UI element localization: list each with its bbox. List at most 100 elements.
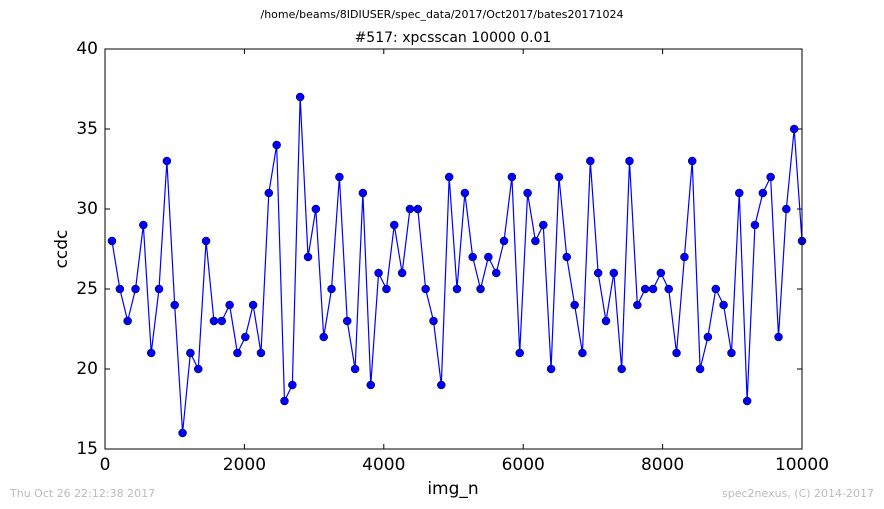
point xyxy=(366,380,376,390)
point xyxy=(695,364,705,374)
point xyxy=(727,348,736,358)
point xyxy=(107,236,117,246)
y-tick-label: 25 xyxy=(76,279,98,299)
point xyxy=(264,188,274,198)
point xyxy=(499,236,509,246)
point xyxy=(154,284,164,294)
point xyxy=(421,284,430,294)
x-tick-label: 0 xyxy=(100,455,111,475)
point xyxy=(397,268,407,278)
point xyxy=(523,188,532,198)
point xyxy=(460,188,470,198)
point xyxy=(570,300,579,310)
point xyxy=(390,220,399,230)
point xyxy=(295,92,305,102)
point xyxy=(617,364,626,374)
point xyxy=(774,332,783,342)
point xyxy=(586,156,595,166)
point xyxy=(687,156,697,166)
x-tick-label: 4000 xyxy=(362,455,405,475)
point xyxy=(225,300,234,310)
point xyxy=(444,172,454,182)
point xyxy=(648,284,658,294)
point xyxy=(342,316,352,326)
point xyxy=(491,268,501,278)
point xyxy=(335,172,344,182)
point xyxy=(429,316,438,326)
point xyxy=(515,348,524,358)
point xyxy=(766,172,775,182)
y-tick-label: 15 xyxy=(76,439,98,459)
point xyxy=(241,332,250,342)
point xyxy=(758,188,768,198)
point xyxy=(288,380,297,390)
point xyxy=(609,268,619,278)
point xyxy=(201,236,211,246)
point xyxy=(531,236,540,246)
point xyxy=(656,268,666,278)
point xyxy=(123,316,132,326)
point xyxy=(484,252,493,262)
point xyxy=(672,348,681,358)
y-tick-label: 20 xyxy=(76,359,98,379)
point xyxy=(146,348,156,358)
point xyxy=(178,428,187,438)
point xyxy=(782,204,791,214)
point xyxy=(209,316,219,326)
point xyxy=(131,284,140,294)
x-axis-label: img_n xyxy=(427,479,478,499)
point xyxy=(186,348,195,358)
point xyxy=(358,188,368,198)
point xyxy=(233,348,242,358)
point xyxy=(272,140,281,150)
x-tick-label: 8000 xyxy=(641,455,684,475)
point xyxy=(664,284,673,294)
point xyxy=(350,364,360,374)
point xyxy=(601,316,611,326)
point xyxy=(319,332,328,342)
x-tick-label: 6000 xyxy=(502,455,545,475)
point xyxy=(405,204,415,214)
y-tick-label: 30 xyxy=(76,199,98,219)
point xyxy=(719,300,728,310)
y-tick-label: 35 xyxy=(76,119,98,139)
point xyxy=(625,156,634,166)
point xyxy=(742,396,752,406)
point xyxy=(280,396,289,406)
point xyxy=(476,284,485,294)
point xyxy=(711,284,721,294)
point xyxy=(546,364,556,374)
point xyxy=(374,268,383,278)
chart-title: #517: xpcsscan 10000 0.01 xyxy=(355,30,552,46)
x-tick-label: 10000 xyxy=(775,455,829,475)
point xyxy=(468,252,477,262)
point xyxy=(507,172,517,182)
point xyxy=(382,284,391,294)
point xyxy=(303,252,313,262)
y-tick-label: 40 xyxy=(76,39,98,59)
point xyxy=(170,300,179,310)
point xyxy=(162,156,172,166)
point xyxy=(539,220,548,230)
point xyxy=(327,284,336,294)
y-axis-label: ccdc xyxy=(52,230,72,269)
plot-frame xyxy=(104,48,803,450)
point xyxy=(194,364,203,374)
suptitle: /home/beams/8IDIUSER/spec_data/2017/Oct2… xyxy=(261,8,624,21)
point xyxy=(633,300,642,310)
point xyxy=(562,252,572,262)
point xyxy=(139,220,148,230)
point xyxy=(452,284,462,294)
point xyxy=(593,268,603,278)
point xyxy=(789,124,799,134)
point xyxy=(680,252,689,262)
point xyxy=(256,348,266,358)
point xyxy=(311,204,321,214)
point xyxy=(735,188,744,198)
point xyxy=(750,220,760,230)
point xyxy=(554,172,564,182)
point xyxy=(578,348,587,358)
point xyxy=(115,284,125,294)
